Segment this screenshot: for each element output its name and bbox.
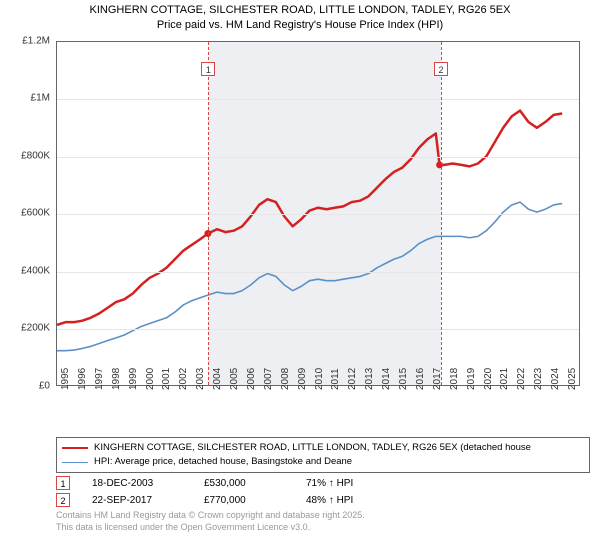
sale-marker-box: 2 [434, 62, 448, 76]
y-tick-label: £600K [21, 208, 50, 219]
chart-title: KINGHERN COTTAGE, SILCHESTER ROAD, LITTL… [0, 0, 600, 33]
x-tick-label: 2017 [432, 367, 443, 389]
y-tick-label: £200K [21, 323, 50, 334]
x-tick-label: 2011 [330, 368, 341, 390]
y-tick-label: £1M [31, 93, 50, 104]
x-tick-label: 2025 [567, 367, 578, 389]
x-tick-label: 2000 [145, 367, 156, 389]
x-tick-label: 2022 [516, 367, 527, 389]
sale-delta: 48% ↑ HPI [306, 495, 386, 506]
x-tick-label: 2012 [347, 367, 358, 389]
x-tick-label: 2003 [195, 367, 206, 389]
x-tick-label: 2013 [364, 367, 375, 389]
x-tick-label: 2009 [297, 367, 308, 389]
x-tick-label: 2018 [449, 367, 460, 389]
title-line-1: KINGHERN COTTAGE, SILCHESTER ROAD, LITTL… [0, 3, 600, 18]
x-tick-label: 1998 [111, 367, 122, 389]
legend-item: HPI: Average price, detached house, Basi… [62, 455, 584, 469]
x-tick-label: 2004 [212, 367, 223, 389]
x-tick-label: 2023 [533, 367, 544, 389]
sale-price: £770,000 [204, 495, 284, 506]
x-tick-label: 2006 [246, 367, 257, 389]
x-tick-label: 1995 [60, 367, 71, 389]
sale-price: £530,000 [204, 478, 284, 489]
sale-date: 22-SEP-2017 [92, 495, 182, 506]
legend-swatch [62, 462, 88, 463]
x-tick-label: 2024 [550, 367, 561, 389]
x-tick-label: 2020 [483, 367, 494, 389]
x-tick-label: 2015 [398, 367, 409, 389]
sale-index-box: 1 [56, 476, 70, 490]
sale-row: 2 22-SEP-2017 £770,000 48% ↑ HPI [56, 493, 590, 507]
x-tick-label: 2001 [161, 367, 172, 389]
legend-label: HPI: Average price, detached house, Basi… [94, 455, 352, 469]
y-tick-label: £1.2M [22, 35, 50, 46]
legend-label: KINGHERN COTTAGE, SILCHESTER ROAD, LITTL… [94, 441, 531, 455]
footnote: Contains HM Land Registry data © Crown c… [56, 510, 590, 533]
x-tick-label: 2014 [381, 367, 392, 389]
x-tick-label: 2007 [263, 367, 274, 389]
x-tick-label: 2002 [178, 367, 189, 389]
x-tick-label: 2016 [415, 367, 426, 389]
sale-marker-box: 1 [201, 62, 215, 76]
y-tick-label: £400K [21, 265, 50, 276]
sale-marker-line [208, 42, 209, 385]
legend: KINGHERN COTTAGE, SILCHESTER ROAD, LITTL… [56, 437, 590, 474]
x-tick-label: 2005 [229, 367, 240, 389]
gridline [57, 99, 579, 100]
series-price_paid [57, 110, 562, 324]
sale-marker-line [441, 42, 442, 385]
x-tick-label: 2019 [466, 367, 477, 389]
gridline [57, 157, 579, 158]
legend-swatch [62, 447, 88, 449]
x-tick-label: 2010 [314, 367, 325, 389]
sale-date: 18-DEC-2003 [92, 478, 182, 489]
y-tick-label: £0 [39, 380, 50, 391]
plot-area: 12 [56, 41, 580, 386]
y-tick-label: £800K [21, 150, 50, 161]
sales-table: 1 18-DEC-2003 £530,000 71% ↑ HPI 2 22-SEP-201… [56, 476, 590, 507]
sale-row: 1 18-DEC-2003 £530,000 71% ↑ HPI [56, 476, 590, 490]
legend-item: KINGHERN COTTAGE, SILCHESTER ROAD, LITTL… [62, 441, 584, 455]
title-line-2: Price paid vs. HM Land Registry's House … [0, 18, 600, 33]
x-tick-label: 1997 [94, 367, 105, 389]
x-tick-label: 1996 [77, 367, 88, 389]
sale-index-box: 2 [56, 493, 70, 507]
x-tick-label: 2021 [499, 367, 510, 389]
gridline [57, 272, 579, 273]
gridline [57, 214, 579, 215]
series-hpi [57, 202, 562, 351]
chart-container: 12 £0£200K£400K£600K£800K£1M£1.2M1995199… [10, 33, 590, 433]
series-svg [57, 42, 579, 385]
sale-delta: 71% ↑ HPI [306, 478, 386, 489]
x-tick-label: 1999 [128, 367, 139, 389]
footnote-line-2: This data is licensed under the Open Gov… [56, 522, 590, 534]
footnote-line-1: Contains HM Land Registry data © Crown c… [56, 510, 590, 522]
x-tick-label: 2008 [280, 367, 291, 389]
gridline [57, 329, 579, 330]
